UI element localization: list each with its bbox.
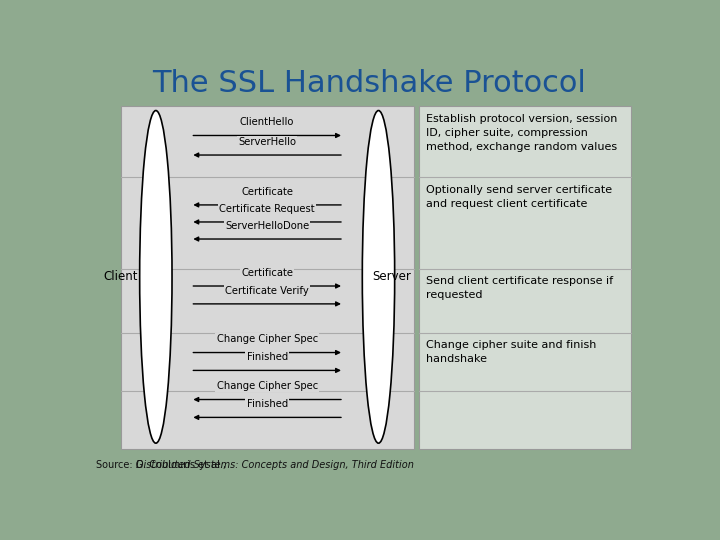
Text: Source: G. Coulouris et al.,: Source: G. Coulouris et al.,: [96, 460, 229, 470]
Text: Finished: Finished: [246, 399, 288, 409]
Text: Change Cipher Spec: Change Cipher Spec: [217, 381, 318, 391]
Text: Server: Server: [372, 271, 410, 284]
Text: Optionally send server certificate
and request client certificate: Optionally send server certificate and r…: [426, 185, 612, 208]
Text: Distributed Systems: Concepts and Design, Third Edition: Distributed Systems: Concepts and Design…: [136, 460, 413, 470]
Text: Certificate: Certificate: [241, 187, 293, 197]
FancyBboxPatch shape: [419, 106, 631, 449]
Ellipse shape: [140, 111, 172, 443]
FancyBboxPatch shape: [121, 106, 413, 449]
Text: Send client certificate response if
requested: Send client certificate response if requ…: [426, 276, 613, 300]
Ellipse shape: [362, 111, 395, 443]
Text: Change cipher suite and finish
handshake: Change cipher suite and finish handshake: [426, 341, 596, 364]
Text: Establish protocol version, session
ID, cipher suite, compression
method, exchan: Establish protocol version, session ID, …: [426, 114, 617, 152]
Text: Client: Client: [104, 271, 138, 284]
Text: Certificate Verify: Certificate Verify: [225, 286, 309, 295]
Text: ServerHello: ServerHello: [238, 137, 296, 147]
Text: The SSL Handshake Protocol: The SSL Handshake Protocol: [152, 69, 586, 98]
Text: Certificate: Certificate: [241, 268, 293, 278]
Text: Certificate Request: Certificate Request: [220, 204, 315, 214]
Text: Change Cipher Spec: Change Cipher Spec: [217, 334, 318, 344]
Text: ClientHello: ClientHello: [240, 117, 294, 127]
Text: ServerHelloDone: ServerHelloDone: [225, 221, 310, 231]
Text: Finished: Finished: [246, 352, 288, 362]
